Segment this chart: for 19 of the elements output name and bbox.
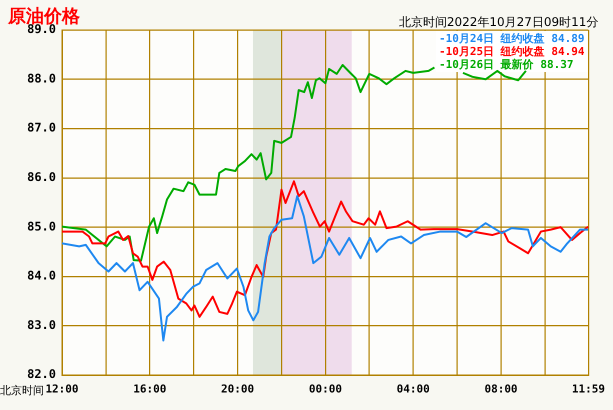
chart-subtitle: 北京时间2022年10月27日09时11分 xyxy=(398,15,598,29)
y-tick-label: 88.0 xyxy=(27,71,56,86)
x-tick-label: 11:59 xyxy=(572,382,606,396)
y-tick-label: 87.0 xyxy=(27,120,56,135)
y-tick-label: 82.0 xyxy=(27,367,56,382)
text: -10月25日 纽约收盘 84.94 xyxy=(438,45,585,58)
x-tick-label: 20:00 xyxy=(221,382,254,396)
series-label: -10月26日 最新价 88.37 xyxy=(438,58,574,71)
y-tick-label: 83.0 xyxy=(27,318,56,332)
x-axis-title: 北京时间 xyxy=(0,384,44,397)
x-tick-label: 16:00 xyxy=(133,382,166,396)
y-tick-label: 85.0 xyxy=(27,219,56,234)
y-tick-label: 86.0 xyxy=(27,170,56,184)
x-tick-label: 08:00 xyxy=(484,382,518,396)
y-tick-label: 84.0 xyxy=(27,268,56,283)
text: -10月24日 纽约收盘 84.89 xyxy=(438,32,584,45)
x-tick-label: 00:00 xyxy=(308,382,342,396)
x-tick-label: 12:00 xyxy=(45,382,79,396)
x-tick-label: 04:00 xyxy=(396,382,430,396)
